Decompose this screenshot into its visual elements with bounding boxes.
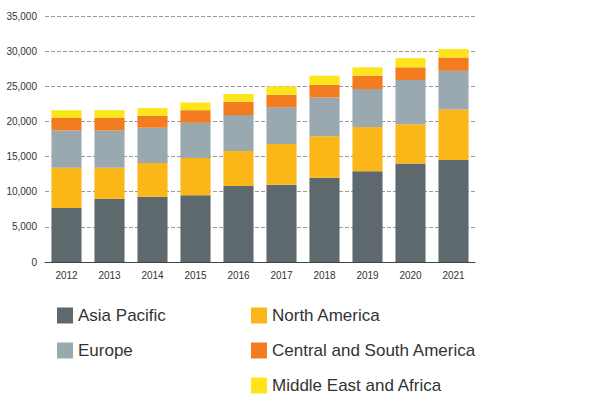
svg-text:15,000: 15,000 [6,151,37,162]
svg-text:Middle East and Africa: Middle East and Africa [272,376,442,395]
svg-text:2018: 2018 [313,270,336,281]
svg-text:20,000: 20,000 [6,116,37,127]
svg-text:10,000: 10,000 [6,186,37,197]
svg-text:2012: 2012 [55,270,78,281]
svg-text:0: 0 [31,257,37,268]
svg-text:North America: North America [272,306,380,325]
svg-text:Europe: Europe [78,341,133,360]
svg-text:2016: 2016 [227,270,250,281]
svg-text:2013: 2013 [98,270,121,281]
svg-text:5,000: 5,000 [12,221,37,232]
svg-text:2021: 2021 [442,270,465,281]
svg-text:2017: 2017 [270,270,293,281]
svg-text:2019: 2019 [356,270,379,281]
svg-text:Asia Pacific: Asia Pacific [78,306,166,325]
svg-text:35,000: 35,000 [6,11,37,22]
svg-text:2020: 2020 [399,270,422,281]
svg-text:25,000: 25,000 [6,81,37,92]
svg-text:2015: 2015 [184,270,207,281]
svg-text:2014: 2014 [141,270,164,281]
svg-text:30,000: 30,000 [6,46,37,57]
svg-text:Central and South America: Central and South America [272,341,476,360]
